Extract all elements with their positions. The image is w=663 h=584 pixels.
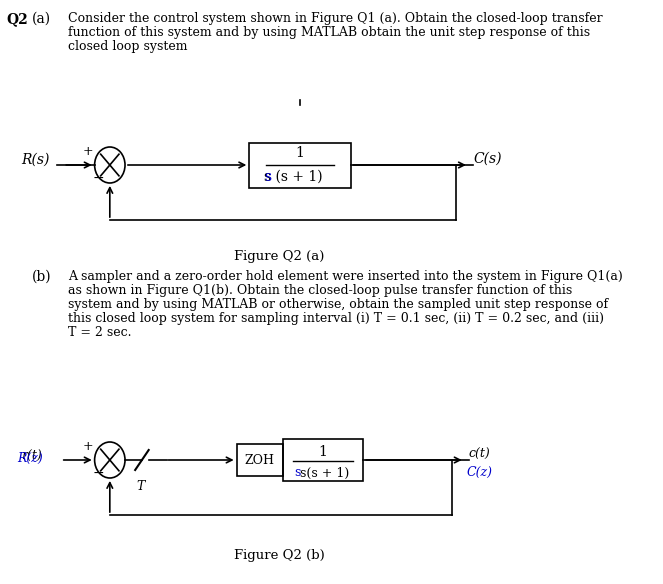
Bar [249,143,351,188]
Text: R(z): R(z) [17,452,42,465]
Text: −: − [92,171,104,185]
Text: function of this system and by using MATLAB obtain the unit step response of thi: function of this system and by using MAT… [68,26,589,39]
Text: T = 2 sec.: T = 2 sec. [68,326,131,339]
Text: Consider the control system shown in Figure Q1 (a). Obtain the closed-loop trans: Consider the control system shown in Fig… [68,12,602,25]
Text: s: s [294,467,300,479]
Text: r(t): r(t) [21,450,42,463]
Text: (a): (a) [32,12,51,26]
Text: −: − [92,466,104,480]
Text: C(z): C(z) [466,466,493,479]
Text: +: + [82,145,93,158]
Text: s(s + 1): s(s + 1) [300,467,349,479]
Text: +: + [82,440,93,453]
Text: system and by using MATLAB or otherwise, obtain the sampled unit step response o: system and by using MATLAB or otherwise,… [68,298,608,311]
Text: Figure Q2 (a): Figure Q2 (a) [235,250,325,263]
Text: as shown in Figure Q1(b). Obtain the closed-loop pulse transfer function of this: as shown in Figure Q1(b). Obtain the clo… [68,284,572,297]
Text: (b): (b) [32,270,52,284]
Text: closed loop system: closed loop system [68,40,187,53]
Text: 1: 1 [296,146,304,160]
Text: c(t): c(t) [469,447,491,461]
Text: C(s): C(s) [473,152,502,166]
Text: ZOH: ZOH [245,454,274,467]
Text: A sampler and a zero-order hold element were inserted into the system in Figure : A sampler and a zero-order hold element … [68,270,623,283]
Text: R(s): R(s) [21,153,50,167]
Text: Q2: Q2 [7,12,29,26]
Text: s: s [265,170,271,184]
Bar [283,439,363,481]
Text: T: T [136,480,145,493]
Text: Figure Q2 (b): Figure Q2 (b) [234,549,325,562]
Text: 1: 1 [319,445,328,459]
Text: this closed loop system for sampling interval (i) T = 0.1 sec, (ii) T = 0.2 sec,: this closed loop system for sampling int… [68,312,603,325]
Text: s (s + 1): s (s + 1) [264,170,322,184]
Bar [237,444,283,476]
